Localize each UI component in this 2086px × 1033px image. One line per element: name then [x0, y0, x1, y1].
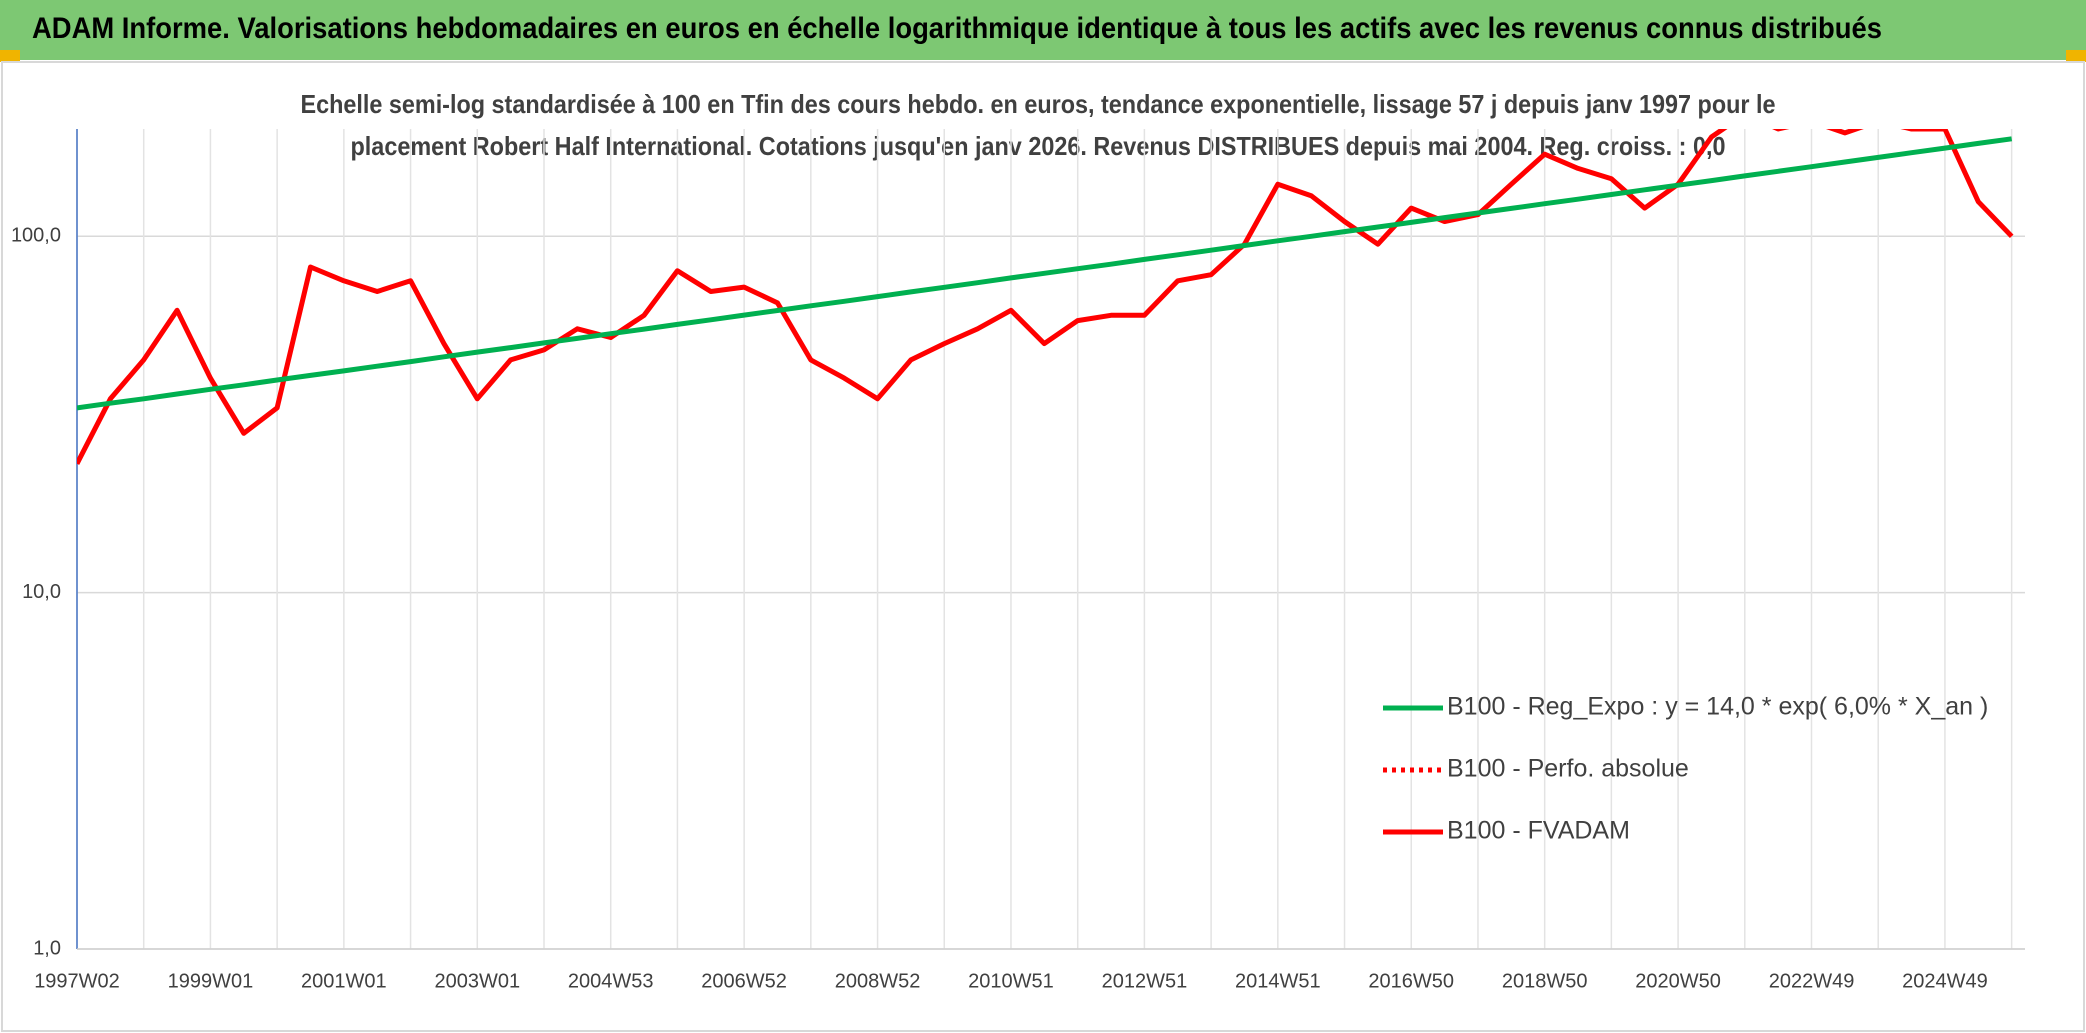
chart-subtitle: Echelle semi-log standardisée à 100 en T… [301, 89, 1776, 119]
corner-mark [0, 50, 20, 62]
chart-border [1, 61, 2085, 1032]
x-tick-label: 2003W01 [434, 970, 520, 992]
x-tick-label: 2018W50 [1502, 970, 1588, 992]
legend-label: B100 - Reg_Expo : y = 14,0 * exp( 6,0% *… [1447, 693, 1988, 721]
plot-area [77, 129, 2014, 465]
x-tick-label: 1997W02 [34, 970, 120, 992]
corner-mark [2066, 50, 2086, 62]
x-tick-label: 2020W50 [1635, 970, 1721, 992]
chart-subtitle: placement Robert Half International. Cot… [351, 131, 1726, 161]
x-tick-label: 2008W52 [835, 970, 921, 992]
x-tick-label: 2014W51 [1235, 970, 1321, 992]
y-tick-label: 1,0 [33, 937, 61, 959]
x-tick-label: 2022W49 [1769, 970, 1855, 992]
y-tick-label: 100,0 [11, 225, 61, 247]
legend-label: B100 - FVADAM [1447, 817, 1630, 845]
x-tick-label: 2006W52 [701, 970, 787, 992]
y-tick-label: 10,0 [22, 581, 61, 603]
x-tick-label: 2016W50 [1368, 970, 1454, 992]
x-tick-label: 2012W51 [1102, 970, 1188, 992]
x-tick-label: 2004W53 [568, 970, 654, 992]
x-tick-label: 2001W01 [301, 970, 387, 992]
header-bar [0, 0, 2086, 60]
series-line [77, 129, 2014, 465]
x-tick-label: 2010W51 [968, 970, 1054, 992]
x-tick-label: 2024W49 [1902, 970, 1988, 992]
series-line [77, 136, 2013, 411]
legend-label: B100 - Perfo. absolue [1447, 755, 1689, 783]
chart-title: ADAM Informe. Valorisations hebdomadaire… [32, 12, 1882, 45]
x-tick-label: 1999W01 [168, 970, 254, 992]
